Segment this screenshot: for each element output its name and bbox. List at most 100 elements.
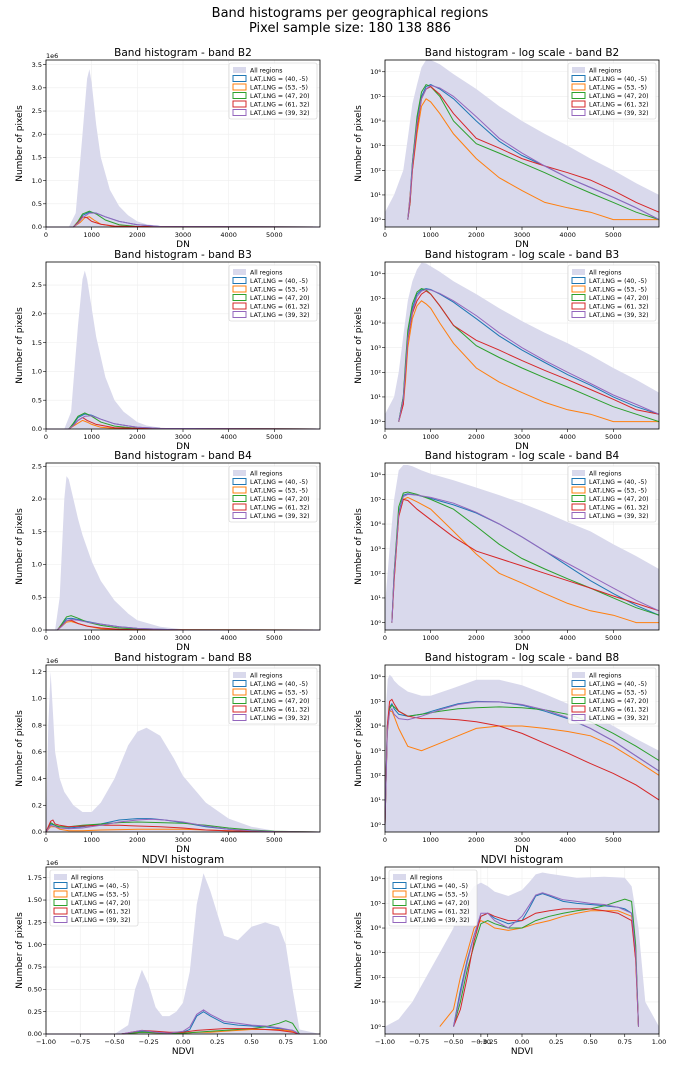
subplot-title: NDVI histogram xyxy=(481,854,564,866)
legend-entry: LAT,LNG = (39, 32) xyxy=(410,917,470,924)
legend-entry: LAT,LNG = (39, 32) xyxy=(589,513,649,520)
x-tick-label: 0.50 xyxy=(244,1038,258,1046)
legend-entry: LAT,LNG = (40, -5) xyxy=(250,479,308,486)
legend-swatch-all-regions xyxy=(233,67,246,73)
y-tick-label: 0.2 xyxy=(32,801,42,809)
y-tick-label: 10⁵ xyxy=(370,93,381,101)
x-tick-label: 0 xyxy=(383,433,387,441)
x-axis-label: DN xyxy=(515,845,529,855)
y-tick-label: 0.0 xyxy=(32,223,42,231)
subplot-2: 0 1000 2000 3000 4000 5000 10⁰ 10¹ 10² 10³ 10⁴ 10⁵ 1… xyxy=(354,47,660,250)
series-line-5 xyxy=(407,84,660,221)
series-line-2 xyxy=(384,710,660,825)
y-tick-label: 10² xyxy=(370,167,381,175)
y-tick-label: 0.0 xyxy=(32,626,42,634)
legend-swatch xyxy=(232,512,247,519)
y-tick-label: 1.5 xyxy=(32,154,42,162)
subplot-10: −1.00 −0.75 −0.50 −0.30−0.25 0.00 0.25 0.50 0.7… xyxy=(354,854,666,1057)
legend-entry: LAT,LNG = (47, 20) xyxy=(589,698,649,705)
x-tick-label: 2000 xyxy=(468,836,485,844)
series-line-5 xyxy=(46,618,320,631)
legend-swatch xyxy=(571,277,586,284)
subplot-title: Band histogram - band B2 xyxy=(114,47,252,59)
x-axis-label: DN xyxy=(176,643,190,653)
y-tick-label: 10² xyxy=(370,570,381,578)
y-tick-label: 1.0 xyxy=(32,561,42,569)
y-tick-label: 10⁰ xyxy=(370,1023,381,1031)
y-tick-label: 1.0 xyxy=(32,368,42,376)
y-tick-label: 1.50 xyxy=(28,896,42,904)
all-regions-area xyxy=(385,465,659,630)
x-tick-label: 3000 xyxy=(514,231,531,239)
y-tick-label: 0.50 xyxy=(28,986,42,994)
x-tick-label: −0.30 xyxy=(471,1038,491,1046)
y-tick-label: 0.0 xyxy=(32,828,42,836)
x-tick-label: 4000 xyxy=(220,836,237,844)
legend-swatch-all-regions xyxy=(233,269,246,275)
series-line-3 xyxy=(46,615,321,631)
y-tick-label: 10³ xyxy=(370,747,381,755)
y-axis-label: Number of pixels xyxy=(15,912,25,989)
legend-swatch xyxy=(571,495,586,502)
y-axis-label: Number of pixels xyxy=(354,307,364,384)
y-axis-label: Number of pixels xyxy=(354,105,364,182)
y-tick-label: 1.2 xyxy=(32,668,42,676)
y-tick-label: 1.0 xyxy=(32,177,42,185)
x-tick-label: 1000 xyxy=(422,433,439,441)
x-tick-label: −0.50 xyxy=(444,1038,464,1046)
x-tick-label: 2000 xyxy=(129,433,146,441)
x-tick-label: 0.00 xyxy=(515,1038,529,1046)
x-tick-label: 5000 xyxy=(266,231,283,239)
legend-entry: LAT,LNG = (61, 32) xyxy=(71,909,131,916)
x-axis-label: DN xyxy=(176,240,190,250)
subplot-5: 0 1000 2000 3000 4000 5000 0.0 0.5 1.0 1.5 2.0 2.5 B… xyxy=(15,450,321,653)
x-axis-label: DN xyxy=(515,442,529,452)
series-line-2 xyxy=(398,300,659,423)
legend-entry: LAT,LNG = (61, 32) xyxy=(589,707,649,714)
y-tick-label: 10³ xyxy=(370,949,381,957)
legend-entry: All regions xyxy=(250,673,282,680)
legend-swatch xyxy=(571,109,586,116)
x-tick-label: 0.00 xyxy=(176,1038,190,1046)
legend-swatch xyxy=(571,83,586,91)
y-exponent-label: 1e6 xyxy=(46,859,58,867)
x-tick-label: 1000 xyxy=(83,634,100,642)
x-tick-label: −0.75 xyxy=(409,1038,429,1046)
legend-entry: LAT,LNG = (40, -5) xyxy=(71,883,129,890)
legend-entry: All regions xyxy=(250,471,282,478)
x-tick-label: 5000 xyxy=(605,836,622,844)
x-tick-label: 3000 xyxy=(175,433,192,441)
legend-entry: LAT,LNG = (47, 20) xyxy=(410,900,470,907)
series-line-3 xyxy=(46,412,321,430)
legend-entry: LAT,LNG = (61, 32) xyxy=(589,505,649,512)
legend-swatch xyxy=(232,705,247,713)
y-tick-label: 10⁶ xyxy=(370,673,381,681)
legend-entry: LAT,LNG = (47, 20) xyxy=(71,900,131,907)
x-tick-label: 0.50 xyxy=(583,1038,597,1046)
legend-entry: LAT,LNG = (47, 20) xyxy=(250,698,310,705)
y-tick-label: 10⁰ xyxy=(370,216,381,224)
series-line-5 xyxy=(46,1009,320,1035)
legend-swatch xyxy=(232,503,247,511)
legend-entry: LAT,LNG = (40, -5) xyxy=(250,76,308,83)
legend-swatch xyxy=(232,100,247,108)
legend-entry: LAT,LNG = (61, 32) xyxy=(250,102,310,109)
legend-entry: LAT,LNG = (61, 32) xyxy=(410,909,470,916)
legend-swatch-all-regions xyxy=(572,67,585,73)
legend-swatch xyxy=(53,916,68,923)
series-line-5 xyxy=(391,493,660,623)
legend-swatch xyxy=(571,714,586,721)
y-tick-label: 10⁵ xyxy=(370,900,381,908)
legend-swatch xyxy=(232,294,247,301)
x-tick-label: 1000 xyxy=(83,433,100,441)
legend-entry: LAT,LNG = (39, 32) xyxy=(250,312,310,319)
y-axis-label: Number of pixels xyxy=(354,508,364,585)
y-tick-label: 10³ xyxy=(370,142,381,150)
x-tick-label: 2000 xyxy=(129,231,146,239)
x-tick-label: 1000 xyxy=(83,231,100,239)
subplot-title: Band histogram - log scale - band B3 xyxy=(425,249,620,261)
y-axis-label: Number of pixels xyxy=(15,710,25,787)
x-tick-label: 4000 xyxy=(220,433,237,441)
